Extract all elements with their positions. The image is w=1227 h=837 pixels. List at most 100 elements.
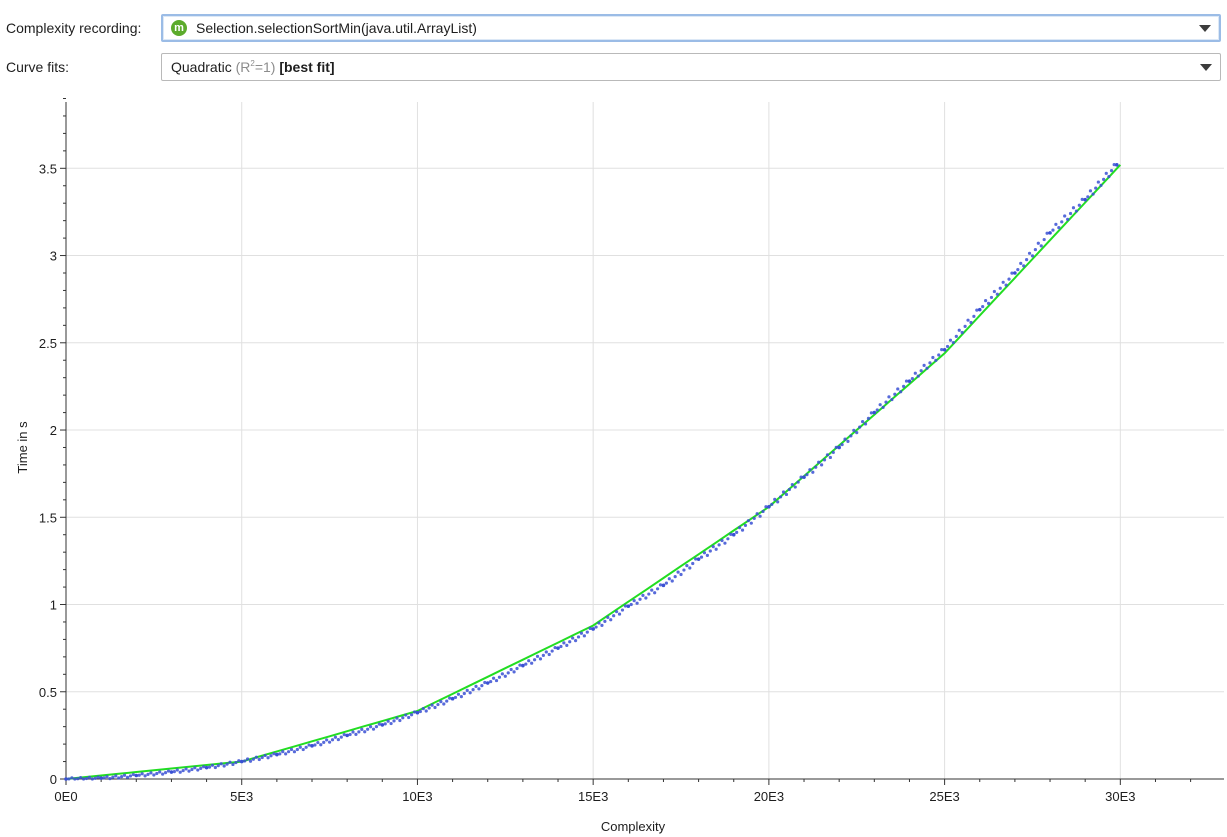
data-point bbox=[99, 776, 103, 780]
curve-fits-row: Curve fits: Quadratic (R2=1) [best fit] bbox=[0, 52, 1227, 82]
data-point bbox=[70, 776, 74, 780]
curve-fits-dropdown[interactable]: Quadratic (R2=1) [best fit] bbox=[161, 53, 1221, 81]
curve-fits-label: Curve fits: bbox=[6, 59, 70, 75]
data-point bbox=[333, 735, 338, 739]
data-point bbox=[325, 738, 329, 742]
data-point bbox=[673, 574, 677, 579]
grid bbox=[66, 102, 1224, 779]
data-point bbox=[989, 295, 994, 300]
data-point bbox=[289, 747, 294, 752]
data-point bbox=[360, 727, 364, 731]
data-point bbox=[442, 702, 446, 706]
data-point bbox=[872, 410, 877, 415]
data-point bbox=[699, 555, 704, 559]
data-point bbox=[1001, 280, 1005, 284]
data-point bbox=[685, 563, 689, 568]
data-point bbox=[910, 376, 914, 381]
data-point bbox=[190, 767, 194, 772]
data-point bbox=[181, 768, 185, 773]
data-point bbox=[852, 428, 856, 432]
data-point bbox=[787, 487, 791, 492]
data-point bbox=[696, 557, 701, 561]
data-point bbox=[594, 625, 598, 629]
data-point bbox=[899, 390, 903, 394]
chevron-down-icon[interactable] bbox=[1200, 64, 1212, 71]
data-point bbox=[606, 615, 610, 619]
data-point bbox=[843, 437, 847, 441]
data-point bbox=[322, 740, 326, 744]
data-point bbox=[1063, 214, 1067, 218]
data-point bbox=[550, 649, 554, 653]
data-point bbox=[114, 774, 118, 778]
data-point bbox=[579, 631, 584, 635]
data-point bbox=[1112, 162, 1116, 167]
data-point bbox=[758, 514, 762, 518]
data-point bbox=[925, 366, 929, 370]
data-point bbox=[345, 733, 349, 738]
data-point bbox=[904, 379, 909, 383]
x-tick-label: 10E3 bbox=[402, 789, 432, 804]
data-point bbox=[632, 598, 636, 603]
data-point bbox=[776, 500, 780, 504]
data-point bbox=[790, 482, 794, 487]
data-point bbox=[392, 719, 396, 723]
data-point bbox=[383, 722, 387, 726]
data-point bbox=[541, 653, 545, 658]
data-point bbox=[313, 743, 317, 747]
data-point bbox=[445, 699, 449, 703]
data-point bbox=[957, 328, 961, 332]
data-point bbox=[711, 545, 715, 549]
data-point bbox=[969, 320, 973, 325]
chevron-down-icon[interactable] bbox=[1199, 25, 1211, 32]
data-point bbox=[887, 395, 891, 399]
data-point bbox=[73, 777, 77, 781]
data-point bbox=[515, 666, 519, 671]
data-point bbox=[474, 684, 478, 689]
data-point bbox=[143, 774, 147, 778]
data-point bbox=[538, 657, 543, 661]
data-point bbox=[433, 705, 437, 710]
data-point bbox=[620, 608, 625, 612]
data-point bbox=[398, 718, 402, 723]
data-point bbox=[588, 626, 592, 631]
data-point bbox=[266, 756, 270, 760]
data-point bbox=[380, 723, 385, 727]
data-point bbox=[773, 497, 777, 502]
y-tick-label: 2.5 bbox=[39, 336, 57, 351]
data-point bbox=[90, 777, 94, 781]
axes bbox=[60, 98, 1224, 785]
data-point bbox=[427, 706, 431, 710]
data-point bbox=[913, 371, 917, 375]
data-point bbox=[1086, 195, 1090, 199]
data-point bbox=[1102, 177, 1106, 181]
data-point bbox=[928, 361, 932, 365]
data-point bbox=[146, 772, 150, 776]
data-point bbox=[204, 765, 209, 770]
data-point bbox=[743, 523, 748, 528]
recording-dropdown[interactable]: m Selection.selectionSortMin(java.util.A… bbox=[161, 14, 1221, 42]
data-point bbox=[175, 768, 179, 772]
recording-label: Complexity recording: bbox=[6, 20, 142, 36]
data-point bbox=[963, 324, 967, 328]
data-point bbox=[614, 610, 619, 614]
data-point bbox=[530, 661, 534, 665]
data-point bbox=[984, 299, 988, 303]
y-tick-label: 3.5 bbox=[39, 161, 57, 176]
data-point bbox=[64, 777, 68, 781]
data-point bbox=[374, 725, 379, 729]
data-point bbox=[193, 766, 197, 770]
data-point bbox=[746, 519, 750, 523]
data-point bbox=[304, 745, 308, 749]
data-point bbox=[694, 557, 698, 561]
x-tick-label: 25E3 bbox=[929, 789, 959, 804]
data-point bbox=[556, 646, 560, 650]
data-point bbox=[875, 408, 879, 412]
data-point bbox=[644, 596, 648, 600]
data-point bbox=[688, 566, 692, 570]
data-point bbox=[243, 759, 247, 763]
data-point bbox=[368, 725, 373, 729]
data-point bbox=[521, 663, 525, 668]
data-point bbox=[483, 680, 487, 685]
data-point bbox=[822, 458, 827, 462]
data-point bbox=[819, 463, 824, 467]
